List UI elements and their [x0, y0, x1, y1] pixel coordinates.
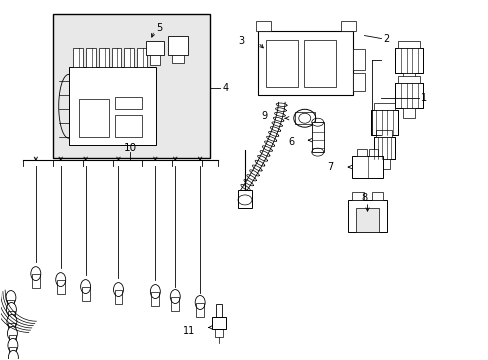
Ellipse shape — [6, 302, 17, 316]
Bar — [79, 99, 108, 137]
Bar — [347, 200, 386, 232]
Bar — [294, 112, 314, 124]
Bar — [68, 67, 156, 145]
Bar — [137, 48, 147, 67]
Bar — [340, 21, 355, 31]
Bar — [395, 83, 423, 108]
Bar — [111, 48, 121, 67]
Text: 9: 9 — [261, 111, 267, 121]
Bar — [114, 289, 122, 303]
Bar — [99, 48, 108, 67]
Bar — [356, 149, 366, 156]
Bar — [403, 108, 414, 118]
Bar — [265, 40, 297, 87]
Bar — [238, 190, 251, 208]
Bar — [196, 302, 203, 318]
Ellipse shape — [8, 338, 18, 352]
Bar — [10, 359, 17, 360]
Text: 8: 8 — [361, 193, 367, 203]
Bar — [212, 318, 225, 329]
Bar — [378, 135, 389, 145]
Bar — [371, 192, 383, 200]
Bar — [376, 130, 392, 137]
Bar — [57, 280, 64, 293]
Bar — [355, 208, 379, 232]
Bar — [150, 55, 160, 66]
Bar — [146, 41, 164, 55]
Bar — [168, 36, 188, 55]
Bar — [9, 336, 16, 345]
Bar — [303, 40, 335, 87]
Bar — [351, 192, 363, 200]
Bar — [53, 14, 210, 158]
Bar — [398, 41, 420, 48]
Bar — [215, 329, 223, 337]
Bar — [8, 323, 15, 333]
Bar — [8, 311, 15, 321]
Bar — [373, 103, 395, 110]
Bar — [378, 159, 389, 169]
Text: 7: 7 — [327, 162, 333, 172]
Text: 3: 3 — [237, 36, 244, 46]
Bar — [151, 292, 159, 306]
Bar — [85, 48, 95, 67]
Bar — [7, 300, 14, 310]
Bar — [216, 303, 222, 318]
Bar — [395, 48, 423, 73]
Bar — [352, 49, 364, 71]
Bar — [172, 55, 184, 63]
Text: 10: 10 — [123, 143, 137, 153]
Bar — [114, 97, 142, 109]
Bar — [255, 21, 270, 31]
Bar — [81, 287, 89, 301]
Ellipse shape — [8, 350, 19, 360]
Bar — [311, 122, 323, 152]
Bar — [351, 156, 383, 178]
Text: 4: 4 — [222, 84, 228, 93]
Bar — [171, 297, 179, 311]
Bar — [403, 73, 414, 83]
Bar — [32, 274, 40, 288]
Bar — [258, 31, 352, 95]
Bar — [9, 347, 17, 357]
Bar — [114, 115, 142, 137]
Bar — [73, 48, 82, 67]
Bar — [352, 73, 364, 91]
Bar — [398, 76, 420, 83]
Text: 11: 11 — [183, 327, 195, 336]
Ellipse shape — [6, 291, 16, 305]
Ellipse shape — [7, 315, 17, 328]
Bar — [373, 137, 395, 159]
Text: 1: 1 — [421, 93, 427, 103]
Bar — [368, 149, 378, 156]
Text: 5: 5 — [156, 23, 162, 33]
Bar — [124, 48, 134, 67]
Bar — [370, 110, 398, 135]
Text: 2: 2 — [383, 33, 389, 44]
Text: 6: 6 — [288, 137, 294, 147]
Ellipse shape — [7, 327, 18, 340]
